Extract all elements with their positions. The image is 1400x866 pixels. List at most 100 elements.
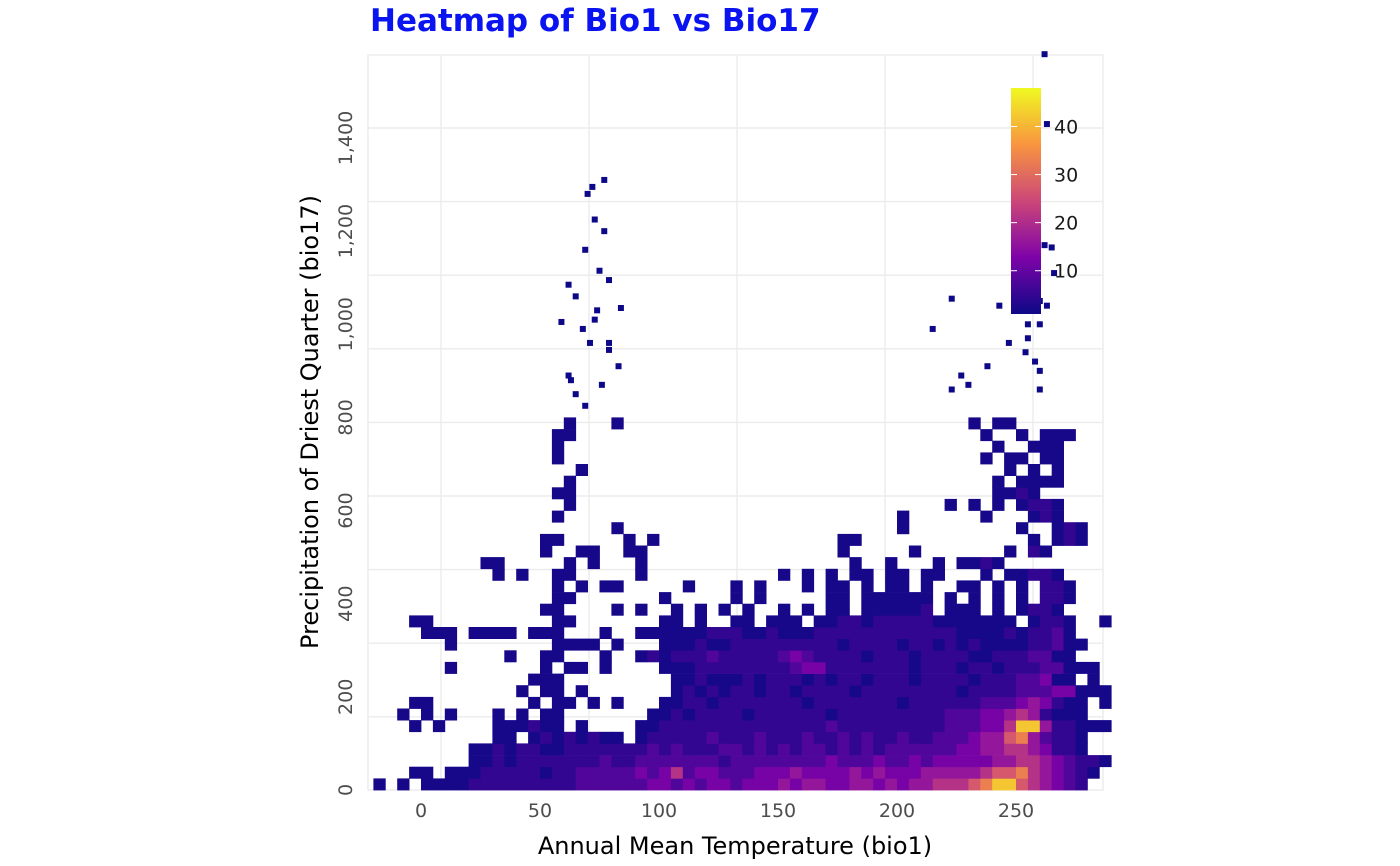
heatmap-cell — [1039, 603, 1053, 616]
heatmap-cell — [754, 661, 767, 674]
heatmap-cell — [718, 603, 731, 616]
heatmap-cell — [1039, 545, 1053, 558]
heatmap-cell — [480, 766, 493, 779]
heatmap-cell — [825, 568, 838, 581]
heatmap-cell — [1004, 627, 1017, 639]
heatmap-cell — [694, 638, 707, 651]
heatmap-cell — [1051, 603, 1064, 616]
heatmap-cell — [730, 592, 743, 605]
heatmap-cell — [659, 661, 672, 674]
heatmap-cell — [682, 755, 696, 768]
heatmap-cell — [897, 580, 910, 593]
heatmap-cell — [606, 339, 613, 346]
heatmap-cell — [611, 755, 624, 768]
heatmap-cell — [849, 731, 862, 744]
heatmap-cell — [861, 568, 874, 581]
heatmap-cell — [742, 638, 755, 651]
heatmap-cell — [920, 568, 934, 581]
heatmap-cell — [932, 743, 945, 756]
heatmap-cell — [885, 592, 898, 605]
heatmap-cell — [528, 755, 541, 768]
heatmap-cell — [1063, 708, 1076, 721]
heatmap-cell — [992, 498, 1005, 511]
heatmap-cell — [1004, 696, 1017, 709]
heatmap-cell — [682, 696, 696, 709]
heatmap-cell — [599, 766, 612, 779]
heatmap-cell — [789, 673, 803, 686]
heatmap-cell — [778, 638, 791, 651]
heatmap-cell — [801, 650, 815, 663]
heatmap-cell — [589, 183, 596, 190]
heatmap-cell — [861, 615, 874, 628]
heatmap-cell — [706, 638, 719, 651]
heatmap-cell — [956, 650, 969, 663]
heatmap-cell — [980, 650, 993, 663]
heatmap-cell — [992, 475, 1005, 488]
heatmap-cell — [980, 615, 993, 628]
heatmap-cell — [742, 650, 755, 663]
heatmap-cell — [956, 580, 969, 593]
heatmap-cell — [540, 661, 553, 674]
heatmap-cell — [1075, 696, 1088, 709]
heatmap-cell — [540, 778, 553, 791]
heatmap-cell — [421, 766, 434, 779]
heatmap-cell — [601, 228, 608, 235]
heatmap-cell — [968, 592, 981, 605]
heatmap-cell — [551, 696, 565, 709]
heatmap-cell — [968, 661, 981, 674]
heatmap-cell — [992, 778, 1005, 791]
heatmap-cell — [635, 568, 648, 581]
heatmap-cell — [730, 720, 743, 733]
colorbar — [1011, 88, 1041, 314]
heatmap-cell — [682, 720, 696, 733]
heatmap-cell — [575, 464, 588, 476]
heatmap-cell — [1027, 731, 1041, 744]
heatmap-cell — [754, 778, 767, 791]
heatmap-cell — [611, 580, 624, 593]
heatmap-cell — [599, 755, 612, 768]
heatmap-cell — [706, 627, 719, 639]
heatmap-cell — [1063, 743, 1076, 756]
heatmap-cell — [932, 615, 945, 628]
heatmap-cell — [956, 615, 969, 628]
heatmap-cell — [694, 731, 707, 744]
heatmap-cell — [754, 708, 767, 721]
heatmap-cell — [540, 731, 553, 744]
heatmap-cell — [1016, 708, 1029, 721]
heatmap-cell — [551, 487, 565, 500]
heatmap-cell — [670, 603, 684, 616]
heatmap-cell — [516, 766, 529, 779]
heatmap-cell — [920, 638, 934, 651]
heatmap-cell — [421, 778, 434, 791]
heatmap-cell — [706, 708, 719, 721]
heatmap-cell — [885, 580, 898, 593]
heatmap-cell — [861, 731, 874, 744]
heatmap-cell — [897, 661, 910, 674]
heatmap-cell — [825, 580, 838, 593]
heatmap-cell — [1041, 242, 1048, 249]
heatmap-cell — [1087, 720, 1100, 733]
heatmap-cell — [480, 778, 493, 791]
heatmap-cell — [718, 731, 731, 744]
heatmap-cell — [1051, 673, 1064, 686]
heatmap-cell — [992, 708, 1005, 721]
heatmap-cell — [968, 650, 981, 663]
heatmap-cell — [754, 580, 767, 593]
heatmap-cell — [766, 731, 779, 744]
heatmap-cell — [778, 720, 791, 733]
heatmap-cell — [849, 638, 862, 651]
heatmap-cell — [968, 627, 981, 639]
heatmap-cell — [754, 673, 767, 686]
heatmap-cell — [861, 696, 874, 709]
heatmap-cell — [563, 568, 577, 581]
heatmap-cell — [825, 720, 838, 733]
heatmap-cell — [551, 766, 565, 779]
heatmap-cell — [778, 685, 791, 698]
heatmap-cell — [873, 731, 886, 744]
heatmap-cell — [730, 755, 743, 768]
heatmap-cell — [1039, 440, 1053, 453]
heatmap-cell — [873, 603, 886, 616]
heatmap-cell — [849, 685, 862, 698]
heatmap-cell — [897, 731, 910, 744]
heatmap-cell — [948, 386, 955, 393]
